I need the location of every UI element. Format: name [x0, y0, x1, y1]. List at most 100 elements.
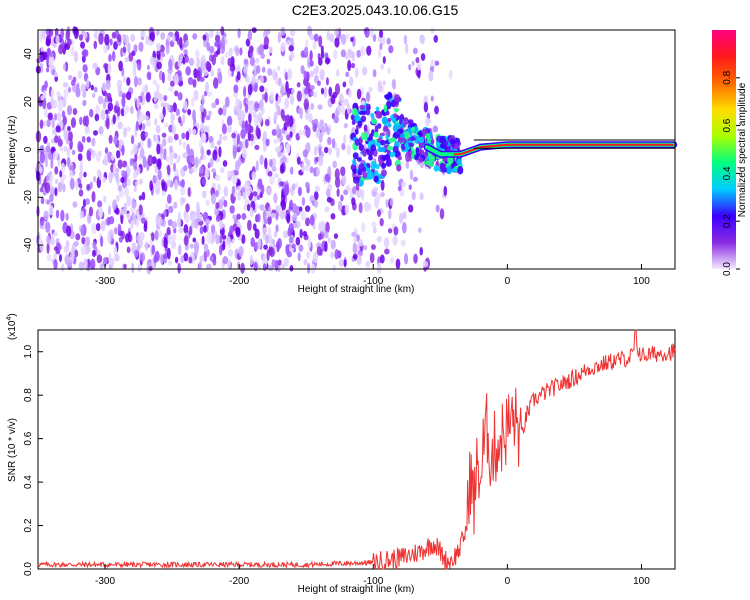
spectrogram-cell — [98, 150, 102, 157]
spectrogram-cell — [86, 149, 91, 161]
spectrogram-cell — [132, 171, 137, 180]
spectrogram-cell — [305, 126, 311, 139]
spectrogram-cell — [173, 179, 179, 191]
spectrogram-cell — [161, 71, 165, 84]
spectrogram-cell — [340, 166, 346, 177]
spectrogram-cell — [97, 200, 103, 208]
spectrogram-cell — [189, 225, 193, 236]
spectrogram-cell — [309, 60, 314, 67]
spectrogram-cell — [419, 192, 424, 201]
spectrogram-cell — [56, 112, 62, 123]
spectrogram-cell — [412, 47, 418, 55]
spectrogram-cell — [172, 102, 177, 113]
spectrogram-cell — [106, 117, 110, 130]
spectrogram-cell — [435, 166, 441, 171]
colorbar-tick-label: 0.0 — [722, 262, 733, 276]
spectrogram-cell — [226, 115, 233, 127]
spectrogram-cells — [35, 25, 464, 275]
spectrogram-cell — [196, 201, 200, 211]
spectrogram-cell — [128, 52, 134, 62]
spectrogram-cell — [317, 80, 321, 87]
spectrogram-cell — [157, 216, 163, 226]
spectrogram-cell — [313, 190, 319, 201]
spectrogram-cell — [371, 119, 378, 125]
spectrogram-cell — [271, 68, 277, 81]
spectrogram-cell — [55, 209, 60, 219]
spectrogram-cell — [169, 145, 173, 153]
spectrogram-cell — [108, 171, 113, 184]
spectrogram-cell — [131, 262, 135, 274]
spectrogram-cell — [365, 108, 371, 116]
spectrogram-cell — [266, 58, 271, 65]
spectrogram-cell — [120, 208, 125, 216]
spectrogram-cell — [335, 147, 340, 158]
colorbar-tick-label: 0.8 — [722, 70, 733, 84]
spectrogram-cell — [43, 210, 49, 221]
spectrogram-cell — [201, 132, 207, 144]
spectrogram-cell — [273, 230, 278, 238]
spectrogram-cell — [91, 149, 96, 159]
spectrogram-cell — [306, 159, 311, 168]
spectrogram-cell — [312, 123, 317, 133]
spectrogram-cell — [98, 126, 104, 135]
spectrogram-cell — [243, 58, 249, 65]
spectrogram-cell — [286, 88, 291, 99]
spectrogram-cell — [82, 115, 87, 127]
spectrogram-cell — [166, 164, 171, 176]
spectrogram-cell — [215, 98, 220, 106]
spectrogram-cell — [221, 234, 227, 240]
spectrogram-cell — [81, 49, 88, 58]
spectrogram-cell — [136, 77, 143, 86]
spectrogram-cell — [356, 254, 362, 265]
spectrogram-cell — [176, 38, 182, 46]
spectrogram-y-label: Frequency (Hz) — [7, 116, 18, 185]
spectrogram-cell — [123, 263, 127, 269]
spectrogram-cell — [376, 236, 382, 243]
spectrogram-cell — [242, 191, 248, 200]
spectrogram-cell — [80, 245, 87, 256]
spectrogram-cell — [112, 199, 117, 211]
spectrogram-cell — [274, 259, 279, 272]
spectrogram-cell — [396, 128, 404, 134]
spectrogram-cell — [228, 47, 233, 57]
spectrogram-cell — [192, 79, 197, 88]
spectrogram-cell — [348, 89, 352, 99]
spectrogram-cell — [280, 109, 285, 119]
spectrogram-cell — [400, 239, 406, 247]
spectrogram-cell — [435, 204, 440, 213]
spectrogram-cell — [50, 88, 55, 98]
spectrogram-cell — [264, 91, 268, 103]
spectrogram-cell — [419, 246, 423, 256]
spectrogram-cell — [355, 182, 360, 192]
spectrogram-cell — [243, 72, 247, 79]
spectrogram-cell — [328, 33, 335, 43]
spectrogram-cell — [264, 118, 270, 127]
spectrogram-cell — [80, 41, 86, 49]
spectrogram-cell — [366, 45, 372, 56]
spectrogram-cell — [66, 105, 73, 116]
spectrogram-cell — [123, 110, 127, 117]
spectrogram-cell — [112, 163, 117, 175]
spectrogram-cell — [393, 226, 399, 236]
spectrogram-cell — [136, 97, 140, 109]
spectrogram-cell — [407, 119, 414, 125]
spectrogram-cell — [379, 42, 383, 51]
spectrogram-cell — [334, 176, 341, 189]
spectrogram-cell — [133, 44, 138, 53]
spectrogram-cell — [275, 211, 279, 221]
spectrogram-cell — [63, 130, 69, 141]
spectrogram-cell — [356, 88, 362, 100]
spectrogram-cell — [97, 95, 104, 105]
spectrogram-cell — [246, 203, 251, 212]
spectrogram-cell — [245, 38, 251, 47]
spectrogram-cell — [167, 234, 172, 245]
spectrogram-cell — [169, 80, 175, 87]
spectrogram-cell — [380, 191, 385, 198]
spectrogram-cell — [286, 213, 291, 224]
spectrogram-cell — [434, 60, 440, 66]
spectrogram-cell — [241, 234, 246, 245]
spectrogram-cell — [174, 90, 179, 97]
spectrogram-cell — [352, 152, 359, 160]
spectrogram-cell — [149, 56, 154, 65]
spectrogram-cell — [75, 87, 81, 98]
